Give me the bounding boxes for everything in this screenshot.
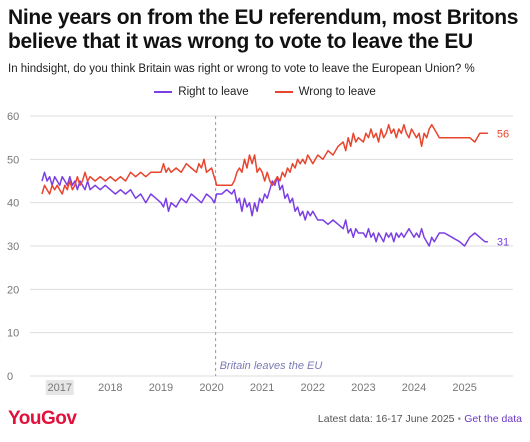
x-tick-label-2021: 2021 [250, 382, 274, 394]
yougov-logo: YouGov [8, 408, 77, 429]
legend-label-right-to-leave: Right to leave [178, 86, 249, 98]
chart-annotations: Britain leaves the EU [215, 116, 323, 376]
get-the-data-link[interactable]: Get the data [464, 413, 522, 425]
end-label-right-to-leave: 31 [497, 237, 509, 249]
chart-series [41, 123, 488, 247]
y-tick-label-40: 40 [7, 198, 19, 210]
legend-item-wrong-to-leave[interactable]: Wrong to leave [274, 86, 376, 98]
x-tick-label-2023: 2023 [351, 382, 375, 394]
footer-info: Latest data: 16-17 June 2025 • Get the dat… [318, 413, 522, 425]
y-tick-label-10: 10 [7, 328, 19, 340]
page-title: Nine years on from the EU referendum, mo… [8, 6, 519, 53]
series-line-right-to-leave [41, 171, 488, 247]
legend-swatch-right-to-leave [154, 91, 173, 93]
annotation-label-0: Britain leaves the EU [220, 360, 323, 372]
x-tick-highlight-2017 [45, 380, 74, 395]
legend-swatch-wrong-to-leave [274, 91, 293, 93]
y-tick-label-30: 30 [7, 241, 19, 253]
y-tick-label-0: 0 [7, 371, 13, 383]
chart-end-labels: 31 56 [497, 128, 509, 248]
legend-item-right-to-leave[interactable]: Right to leave [154, 86, 249, 98]
chart-legend: Right to leave Wrong to leave [0, 86, 530, 98]
x-tick-label-2019: 2019 [149, 382, 173, 394]
x-tick-label-2024: 2024 [402, 382, 426, 394]
end-label-wrong-to-leave: 56 [497, 128, 509, 140]
x-tick-label-2022: 2022 [301, 382, 325, 394]
y-tick-label-20: 20 [7, 284, 19, 296]
chart-grid: 0 10 20 30 40 50 60 [7, 111, 513, 383]
x-tick-label-2018: 2018 [98, 382, 122, 394]
y-tick-label-50: 50 [7, 154, 19, 166]
y-tick-label-60: 60 [7, 111, 19, 123]
chart-subtitle: In hindsight, do you think Britain was r… [8, 63, 475, 75]
legend-label-wrong-to-leave: Wrong to leave [298, 86, 376, 98]
series-line-wrong-to-leave [41, 123, 488, 195]
latest-data-text: Latest data: 16-17 June 2025 [317, 413, 455, 425]
x-tick-label-2025: 2025 [452, 382, 476, 394]
x-tick-label-2017: 2017 [47, 382, 71, 394]
x-axis: 2017 2018 2019 2020 2021 2022 2023 2024 2025 [45, 380, 477, 395]
footer-separator: • [457, 413, 462, 425]
x-tick-label-2020: 2020 [199, 382, 223, 394]
